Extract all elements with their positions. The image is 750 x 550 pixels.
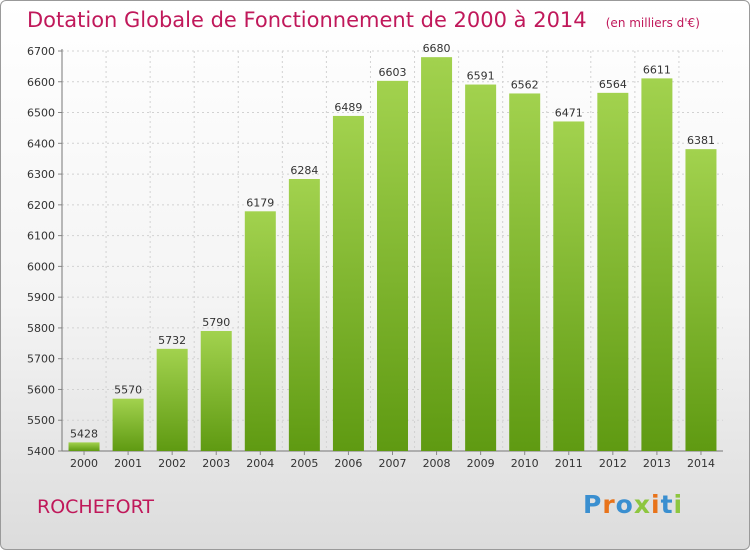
y-tick-label: 6500 xyxy=(27,107,55,120)
bar-value-label: 6611 xyxy=(643,63,671,76)
bar-2007 xyxy=(377,80,408,451)
x-tick-label: 2004 xyxy=(246,457,274,470)
x-tick-label: 2005 xyxy=(290,457,318,470)
city-name: ROCHEFORT xyxy=(37,496,155,518)
logo-letter: r xyxy=(602,490,616,519)
y-tick-label: 6200 xyxy=(27,199,55,212)
y-tick-label: 5600 xyxy=(27,383,55,396)
bar-2006 xyxy=(332,115,364,451)
bar-2010 xyxy=(509,93,541,451)
bar-value-label: 6179 xyxy=(246,196,274,209)
x-tick-label: 2012 xyxy=(599,457,627,470)
x-tick-label: 2003 xyxy=(202,457,230,470)
y-tick-label: 5400 xyxy=(27,445,55,458)
bar-value-label: 6471 xyxy=(555,106,583,119)
bar-value-label: 5732 xyxy=(158,334,186,347)
y-tick-label: 6400 xyxy=(27,137,55,150)
bar-value-label: 6680 xyxy=(423,42,451,55)
y-tick-label: 5800 xyxy=(27,322,55,335)
bar-value-label: 6591 xyxy=(467,70,495,83)
logo-letter: t xyxy=(660,490,674,519)
chart-subtitle: (en milliers d'€) xyxy=(605,16,700,30)
y-tick-label: 6100 xyxy=(27,230,55,243)
y-tick-label: 6300 xyxy=(27,168,55,181)
bar-value-label: 6381 xyxy=(687,134,715,147)
title-row: Dotation Globale de Fonctionnement de 20… xyxy=(27,8,700,32)
bar-value-label: 6564 xyxy=(599,78,627,91)
bar-2003 xyxy=(200,331,232,451)
bar-value-label: 6489 xyxy=(334,101,362,114)
y-tick-label: 6700 xyxy=(27,45,55,58)
bar-2001 xyxy=(112,398,144,451)
bar-2004 xyxy=(244,211,276,451)
x-tick-label: 2000 xyxy=(70,457,98,470)
logo-letter: P xyxy=(583,490,603,519)
x-tick-label: 2009 xyxy=(467,457,495,470)
x-tick-label: 2013 xyxy=(643,457,671,470)
x-tick-label: 2014 xyxy=(687,457,715,470)
x-tick-label: 2001 xyxy=(114,457,142,470)
x-tick-label: 2006 xyxy=(334,457,362,470)
bar-value-label: 5428 xyxy=(70,427,98,440)
logo-letter: x xyxy=(633,490,651,519)
bar-value-label: 6284 xyxy=(290,164,318,177)
bar-2000 xyxy=(68,442,100,451)
bar-2008 xyxy=(421,57,453,452)
y-tick-label: 6000 xyxy=(27,260,55,273)
chart-title: Dotation Globale de Fonctionnement de 20… xyxy=(27,8,587,32)
bar-2011 xyxy=(553,121,585,451)
y-tick-label: 5700 xyxy=(27,353,55,366)
bar-2009 xyxy=(465,84,497,452)
bars xyxy=(68,57,717,452)
y-tick-label: 6600 xyxy=(27,76,55,89)
x-tick-label: 2007 xyxy=(379,457,407,470)
x-tick-label: 2008 xyxy=(423,457,451,470)
logo-letter: o xyxy=(615,490,634,519)
labels: 5400 5500 5600 5700 5800 5900 6000 6100 6200 6300… xyxy=(27,42,715,470)
proxiti-logo: Proxiti xyxy=(583,490,683,519)
x-tick-label: 2010 xyxy=(511,457,539,470)
x-tick-label: 2002 xyxy=(158,457,186,470)
logo-letter: i xyxy=(673,490,684,519)
bar-value-label: 6603 xyxy=(379,66,407,79)
x-tick-label: 2011 xyxy=(555,457,583,470)
y-tick-label: 5500 xyxy=(27,414,55,427)
bar-value-label: 6562 xyxy=(511,78,539,91)
bar-value-label: 5790 xyxy=(202,316,230,329)
bar-2014 xyxy=(685,149,717,451)
bar-value-label: 5570 xyxy=(114,384,142,397)
bar-2002 xyxy=(156,348,188,451)
logo-letter: i xyxy=(651,490,661,519)
bar-2012 xyxy=(597,92,629,451)
bar-2013 xyxy=(641,78,673,451)
bar-2005 xyxy=(288,179,320,451)
y-tick-label: 5900 xyxy=(27,291,55,304)
